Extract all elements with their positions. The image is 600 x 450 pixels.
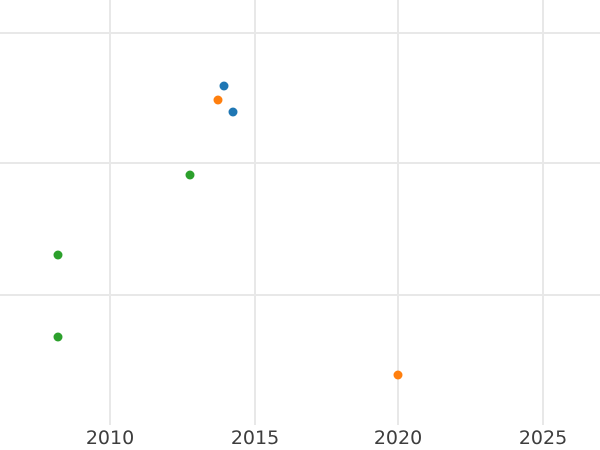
gridline-horizontal: [0, 32, 600, 34]
scatter-point-blue-series: [228, 107, 238, 117]
x-tick-label: 2025: [518, 427, 568, 449]
gridline-horizontal: [0, 294, 600, 296]
x-tick-label: 2015: [230, 427, 280, 449]
x-tick-label: 2010: [85, 427, 135, 449]
scatter-point-blue-series: [219, 81, 229, 91]
scatter-point-green-series: [53, 250, 63, 260]
gridline-vertical: [397, 0, 399, 425]
gridline-horizontal: [0, 162, 600, 164]
scatter-point-green-series: [53, 332, 63, 342]
gridline-vertical: [542, 0, 544, 425]
x-tick-label: 2020: [373, 427, 423, 449]
scatter-point-orange-series: [213, 95, 223, 105]
gridline-vertical: [109, 0, 111, 425]
scatter-point-orange-series: [393, 370, 403, 380]
gridline-vertical: [254, 0, 256, 425]
scatter-point-green-series: [185, 170, 195, 180]
